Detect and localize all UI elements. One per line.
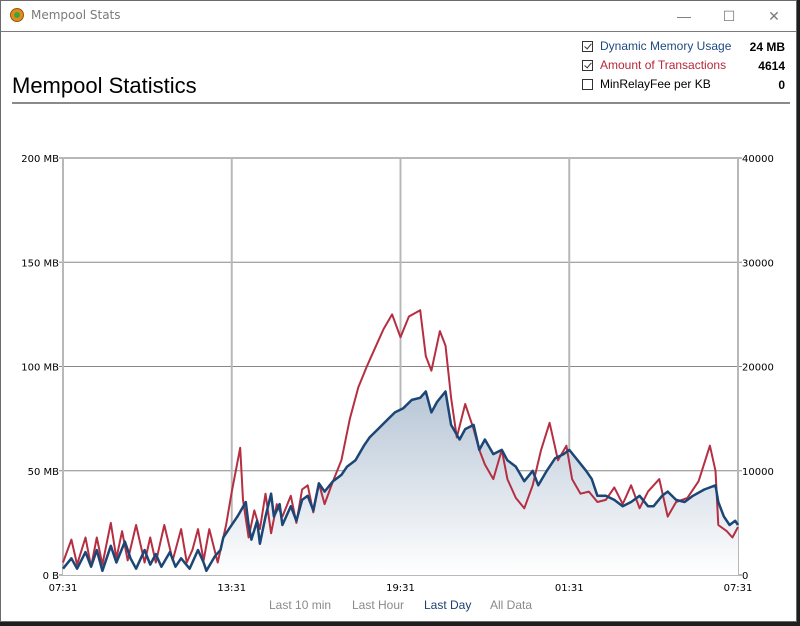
close-icon: ✕ — [768, 7, 780, 24]
legend-value-memory: 24 MB — [749, 40, 785, 54]
legend-item-memory[interactable]: Dynamic Memory Usage 24 MB — [582, 39, 788, 58]
minimize-button[interactable]: — — [661, 1, 707, 31]
transactions-checkbox[interactable] — [582, 60, 593, 71]
legend-item-transactions[interactable]: Amount of Transactions 4614 — [582, 58, 788, 77]
legend-item-minrelayfee[interactable]: MinRelayFee per KB 0 — [582, 77, 788, 96]
page-title: Mempool Statistics — [12, 73, 197, 98]
x-tick-label: 07:31 — [724, 583, 753, 594]
y-right-tick-label: 30000 — [742, 258, 774, 269]
maximize-button[interactable]: ☐ — [706, 1, 752, 31]
y-left-tick-label: 200 MB — [21, 154, 59, 165]
range-last-10-min[interactable]: Last 10 min — [269, 598, 332, 612]
legend-value-minrelayfee: 0 — [778, 78, 785, 92]
title-separator — [1, 31, 796, 32]
minimize-icon: — — [677, 8, 691, 24]
memory-usage-line — [62, 390, 740, 573]
legend-label-memory: Dynamic Memory Usage — [600, 39, 732, 53]
minrelayfee-checkbox[interactable] — [582, 79, 593, 90]
transactions-line — [62, 309, 739, 568]
memory-area-fill — [63, 391, 738, 575]
range-last-hour[interactable]: Last Hour — [352, 598, 405, 612]
close-button[interactable]: ✕ — [751, 1, 797, 31]
maximize-icon: ☐ — [722, 7, 736, 24]
window-title: Mempool Stats — [31, 8, 121, 22]
legend: Dynamic Memory Usage 24 MB Amount of Tra… — [582, 39, 788, 96]
legend-value-transactions: 4614 — [758, 59, 785, 73]
bitcoin-app-icon — [10, 8, 24, 22]
legend-label-transactions: Amount of Transactions — [600, 58, 727, 72]
range-all-data[interactable]: All Data — [490, 598, 533, 612]
range-last-day[interactable]: Last Day — [424, 598, 472, 612]
title-bar: Mempool Stats — ☐ ✕ — [1, 1, 796, 31]
x-tick-label: 13:31 — [217, 583, 246, 594]
y-left-tick-label: 100 MB — [21, 363, 59, 374]
heading-divider — [12, 102, 790, 104]
x-tick-label: 19:31 — [386, 583, 415, 594]
y-right-tick-label: 40000 — [742, 154, 774, 165]
y-left-tick-label: 50 MB — [28, 467, 60, 478]
legend-label-minrelayfee: MinRelayFee per KB — [600, 77, 711, 91]
y-right-tick-label: 0 — [742, 571, 748, 582]
y-left-tick-label: 150 MB — [21, 258, 59, 269]
y-right-tick-label: 10000 — [742, 467, 774, 478]
x-tick-label: 01:31 — [555, 583, 584, 594]
y-right-tick-label: 20000 — [742, 363, 774, 374]
memory-checkbox[interactable] — [582, 41, 593, 52]
x-tick-label: 07:31 — [49, 583, 78, 594]
y-left-tick-label: 0 B — [43, 571, 60, 582]
